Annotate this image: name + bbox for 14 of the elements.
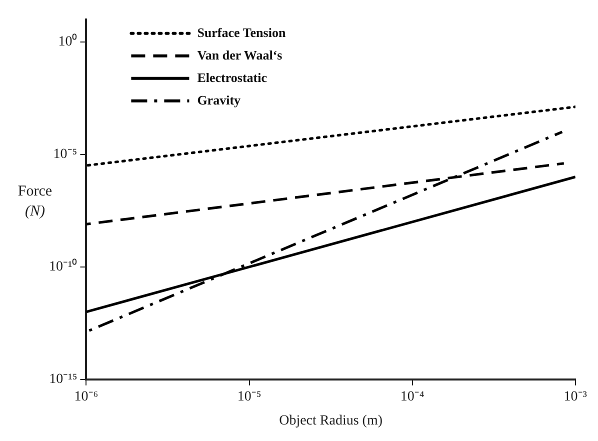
x-tick-label: 10⁻³ — [564, 389, 588, 404]
x-tick-label: 10⁻⁵ — [237, 389, 262, 404]
y-tick-label: 10⁻¹⁰ — [48, 258, 78, 275]
x-axis-title: Object Radius (m) — [279, 413, 383, 428]
y-tick-label: 10⁰ — [58, 34, 78, 50]
legend-label: Electrostatic — [197, 70, 268, 85]
y-tick-label: 10⁻⁵ — [53, 147, 78, 162]
x-tick-label: 10⁻⁶ — [74, 389, 98, 404]
y-axis-title: Force (N) — [18, 183, 52, 220]
x-tick-label: 10⁻⁴ — [400, 389, 424, 404]
legend-label: Van der Waal‘s — [197, 47, 282, 62]
y-tick-label: 10⁻¹⁵ — [49, 372, 78, 388]
legend-label: Gravity — [197, 92, 242, 108]
legend-label: Surface Tension — [197, 24, 286, 40]
